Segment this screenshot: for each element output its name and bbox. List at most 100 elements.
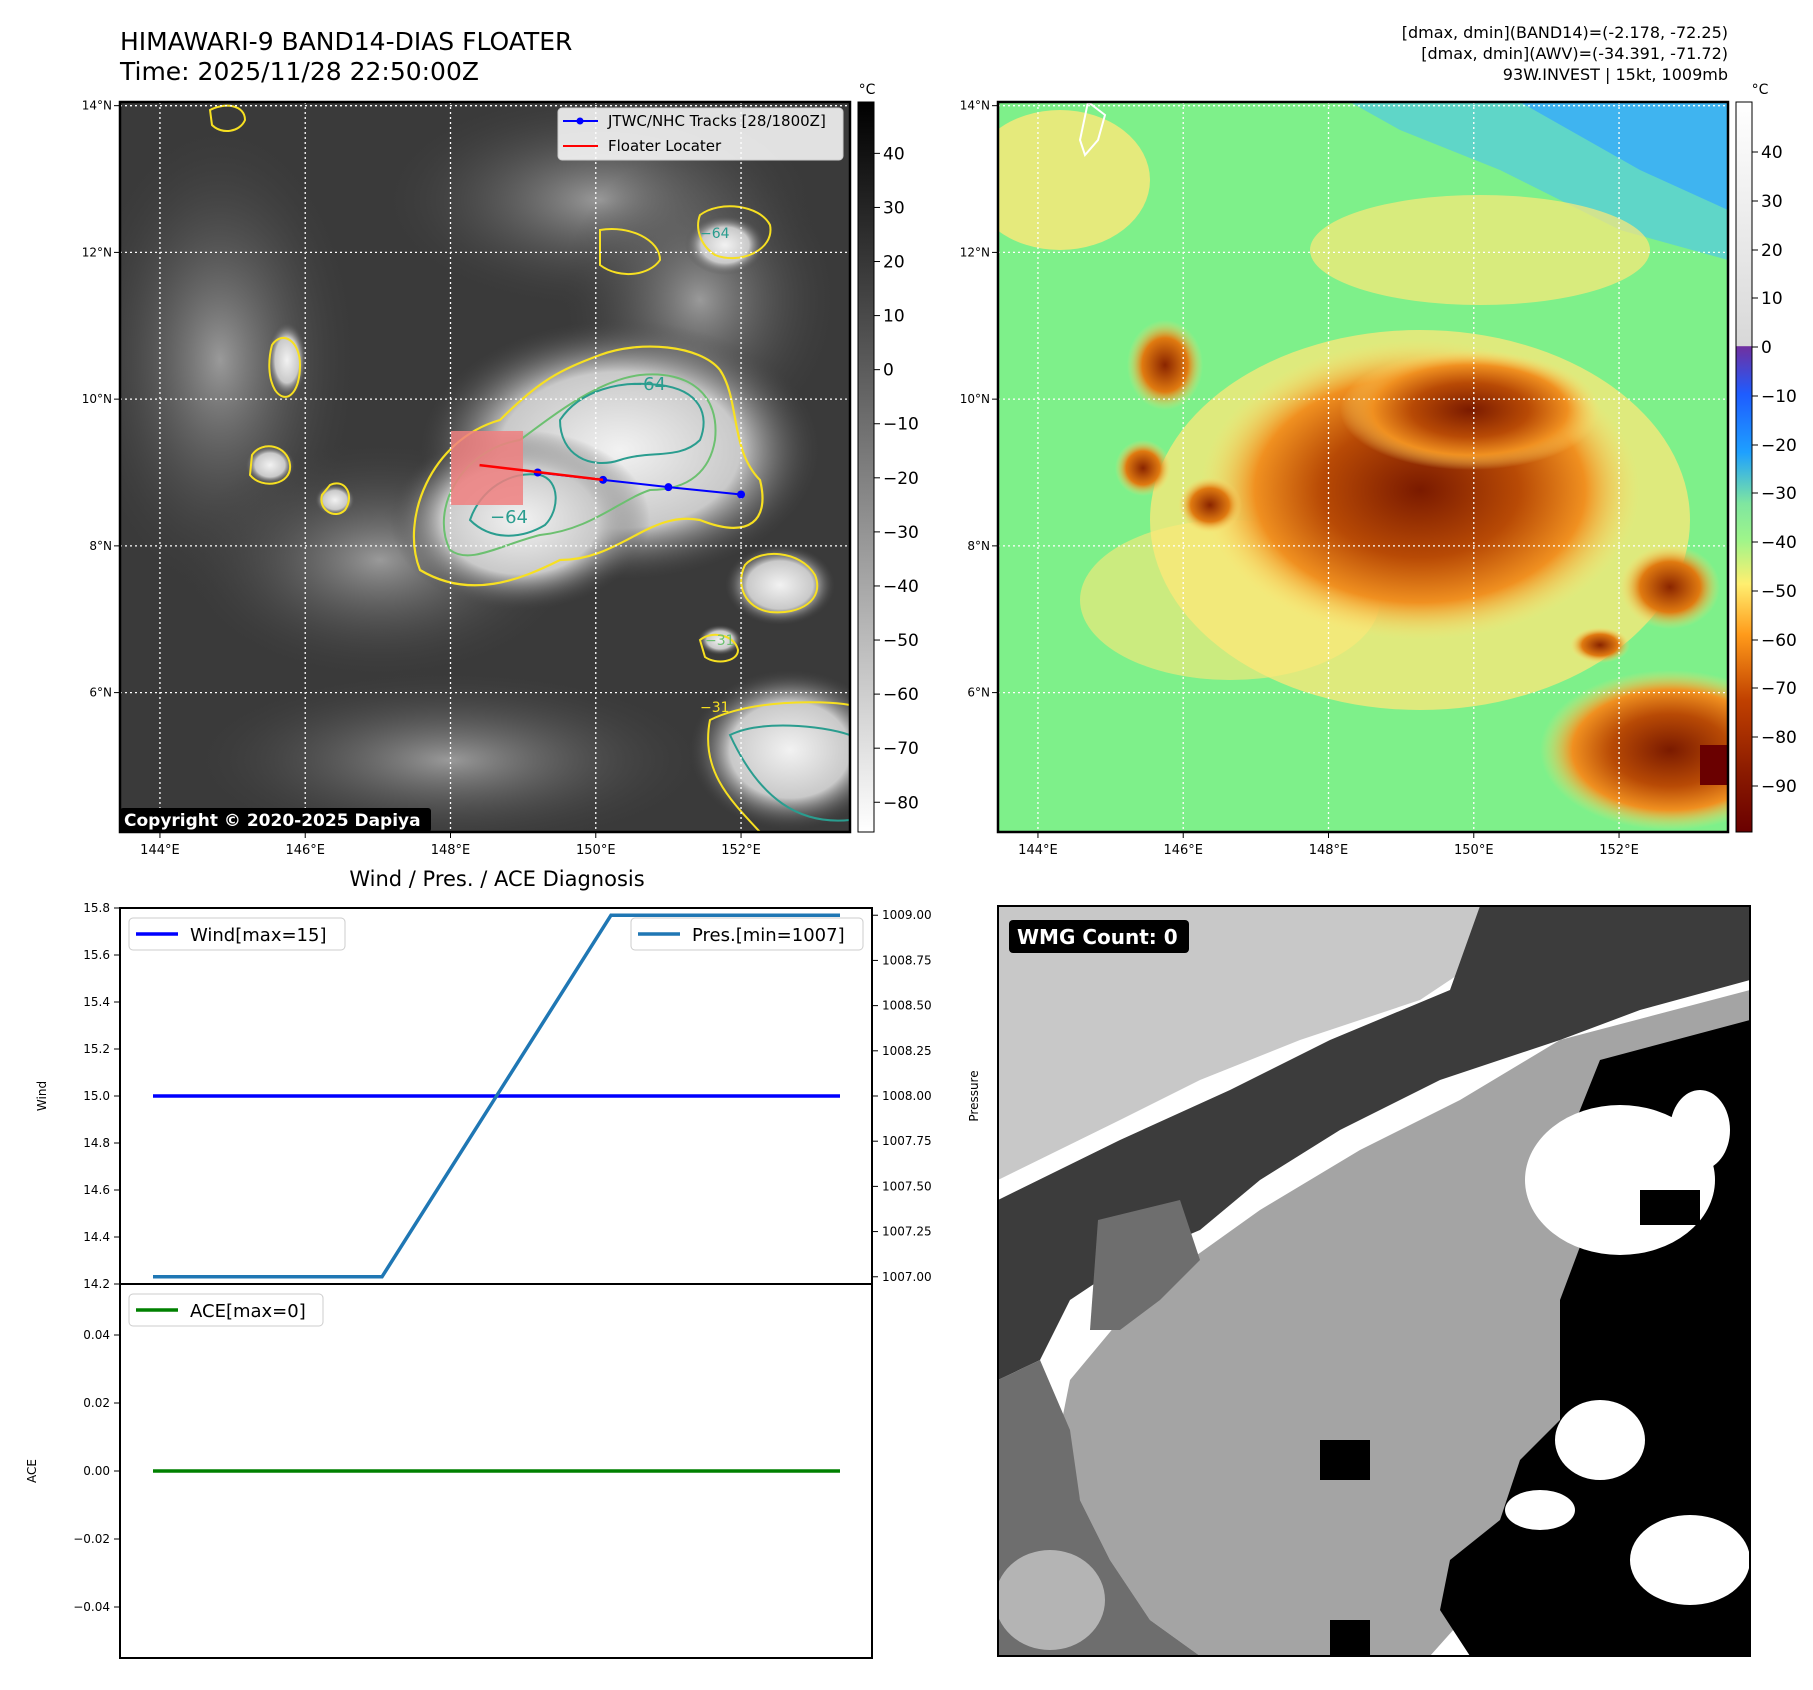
diagnosis-title: Wind / Pres. / ACE Diagnosis: [349, 867, 644, 891]
ir-legend: JTWC/NHC Tracks [28/1800Z] Floater Locat…: [557, 107, 844, 161]
legend-marker-icon: [576, 117, 584, 125]
pressure-axis-label: Pressure: [967, 1070, 981, 1121]
lon-tick-label: 146°E: [1163, 843, 1203, 858]
diagnosis-axis-ticks: 15.8 15.6 15.4 15.2 15.0 14.8 14.6 14.4 14.2 1009…: [73, 901, 931, 1614]
ace-tick-label: 0.00: [83, 1464, 110, 1478]
lat-tick-label: 8°N: [89, 539, 112, 553]
lon-tick-label: 152°E: [1599, 843, 1639, 858]
colorbar-tick-label: −90: [1761, 777, 1797, 797]
wind-axis-label: Wind: [35, 1081, 49, 1111]
lon-tick-label: 150°E: [1454, 843, 1494, 858]
colorbar-tick-label: −20: [1761, 436, 1797, 456]
legend-ace-label: ACE[max=0]: [190, 1301, 306, 1322]
diagnosis-series: [153, 913, 840, 1473]
diagnosis-panel: Wind / Pres. / ACE Diagnosis Wind Pressu…: [25, 867, 981, 1659]
colorbar-tick-label: −80: [883, 793, 919, 813]
ace-axis-label: ACE: [25, 1459, 39, 1483]
colorbar-tick-label: −10: [1761, 387, 1797, 407]
pressure-tick-label: 1008.75: [882, 953, 932, 967]
lat-tick-label: 12°N: [960, 245, 990, 259]
ace-tick-label: −0.04: [73, 1600, 110, 1614]
awv-map-frame: [996, 100, 1730, 834]
lat-tick-label: 8°N: [967, 539, 990, 553]
ir-colorbar: °C 40 30 20 10 0 −10 −20 −30 −40 −50 −60 −70 −80: [857, 82, 919, 833]
wind-tick-label: 14.2: [83, 1277, 110, 1291]
wmg-count-badge: WMG Count: 0: [1009, 920, 1189, 953]
contour-label: −64: [700, 226, 730, 242]
colorbar-tick-label: 40: [1761, 143, 1783, 163]
copyright-badge: Copyright © 2020-2025 Dapiya: [120, 808, 431, 832]
lon-tick-label: 146°E: [285, 843, 325, 858]
colorbar-tick-label: 0: [1761, 338, 1772, 358]
awv-map-panel: 144°E 146°E 148°E 150°E 152°E 14°N 12°N 10°N 8°N…: [960, 82, 1797, 858]
awv-gridlines: [998, 102, 1728, 832]
ace-tick-label: −0.02: [73, 1532, 110, 1546]
pressure-tick-label: 1007.75: [882, 1134, 932, 1148]
pressure-tick-label: 1008.00: [882, 1089, 932, 1103]
awv-colorbar: °C 40 30 20 10 0 −10 −20 −30 −40 −50 −60 −70 −80 −90: [1735, 82, 1797, 833]
lon-tick-label: 144°E: [1018, 843, 1058, 858]
colorbar-tick-label: 20: [1761, 241, 1783, 261]
pressure-series-line: [153, 913, 840, 1279]
colorbar-tick-label: 20: [883, 253, 905, 273]
contour-label: −64: [628, 374, 666, 395]
legend-tracks-label: JTWC/NHC Tracks [28/1800Z]: [607, 112, 826, 130]
contour-label: −31: [700, 700, 730, 716]
awv-axis-ticks: 144°E 146°E 148°E 150°E 152°E 14°N 12°N 10°N 8°N…: [960, 99, 1639, 858]
wmg-panel: WMG Count: 0: [997, 905, 1751, 1657]
track-point: [664, 483, 673, 492]
copyright-text: Copyright © 2020-2025 Dapiya: [124, 811, 421, 831]
wind-tick-label: 15.0: [83, 1089, 110, 1103]
legend-locater-label: Floater Locater: [608, 137, 722, 155]
pressure-tick-label: 1008.50: [882, 999, 932, 1013]
colorbar-tick-label: 0: [883, 361, 894, 381]
colorbar-tick-label: −10: [883, 415, 919, 435]
wind-tick-label: 14.6: [83, 1183, 110, 1197]
legend-pressure-label: Pres.[min=1007]: [692, 925, 845, 946]
colorbar-tick-label: −80: [1761, 728, 1797, 748]
colorbar-tick-label: −20: [883, 469, 919, 489]
ir-map-panel: −64 −64 −64 −31 −31 144°E 146°E 148°E 150°E…: [82, 82, 919, 858]
ir-track-overlay: [479, 463, 746, 499]
wind-tick-label: 15.2: [83, 1042, 110, 1056]
ace-legend: ACE[max=0]: [128, 1293, 324, 1327]
wind-tick-label: 14.4: [83, 1230, 110, 1244]
colorbar-tick-label: −30: [1761, 484, 1797, 504]
locater-line: [479, 463, 604, 482]
contour-label: −64: [490, 507, 528, 528]
lat-tick-label: 6°N: [89, 686, 112, 700]
lon-tick-label: 152°E: [721, 843, 761, 858]
colorbar-tick-label: −40: [1761, 533, 1797, 553]
wind-tick-label: 14.8: [83, 1136, 110, 1150]
lat-tick-label: 10°N: [82, 392, 112, 406]
lat-tick-label: 6°N: [967, 686, 990, 700]
ace-tick-label: 0.02: [83, 1396, 110, 1410]
wind-legend: Wind[max=15]: [128, 917, 346, 951]
colorbar-tick-label: 10: [1761, 289, 1783, 309]
colorbar-tick-label: −60: [883, 685, 919, 705]
colorbar-tick-label: −70: [883, 739, 919, 759]
pressure-tick-label: 1007.50: [882, 1179, 932, 1193]
colorbar-tick-label: −60: [1761, 631, 1797, 651]
colorbar-tick-label: 10: [883, 307, 905, 327]
pressure-tick-label: 1008.25: [882, 1044, 932, 1058]
ir-imagery: −64 −64 −64 −31 −31: [120, 102, 850, 832]
pressure-tick-label: 1009.00: [882, 908, 932, 922]
wmg-imagery: [998, 906, 1750, 1656]
colorbar-tick-label: 40: [883, 144, 905, 164]
pressure-legend: Pres.[min=1007]: [630, 917, 864, 951]
contour-label: −31: [705, 633, 735, 649]
colorbar-tick-label: −40: [883, 577, 919, 597]
lat-tick-label: 10°N: [960, 392, 990, 406]
colorbar-tick-label: −70: [1761, 679, 1797, 699]
main-title: HIMAWARI-9 BAND14-DIAS FLOATER: [120, 27, 572, 56]
pressure-tick-label: 1007.00: [882, 1270, 932, 1284]
colorbar-tick-label: −30: [883, 523, 919, 543]
awv-colorbar-unit: °C: [1752, 82, 1769, 98]
lon-tick-label: 150°E: [576, 843, 616, 858]
ir-colorbar-unit: °C: [859, 82, 876, 98]
colorbar-tick-label: 30: [1761, 192, 1783, 212]
lon-tick-label: 148°E: [1309, 843, 1349, 858]
info-storm: 93W.INVEST | 15kt, 1009mb: [1503, 65, 1728, 84]
lon-tick-label: 148°E: [431, 843, 471, 858]
